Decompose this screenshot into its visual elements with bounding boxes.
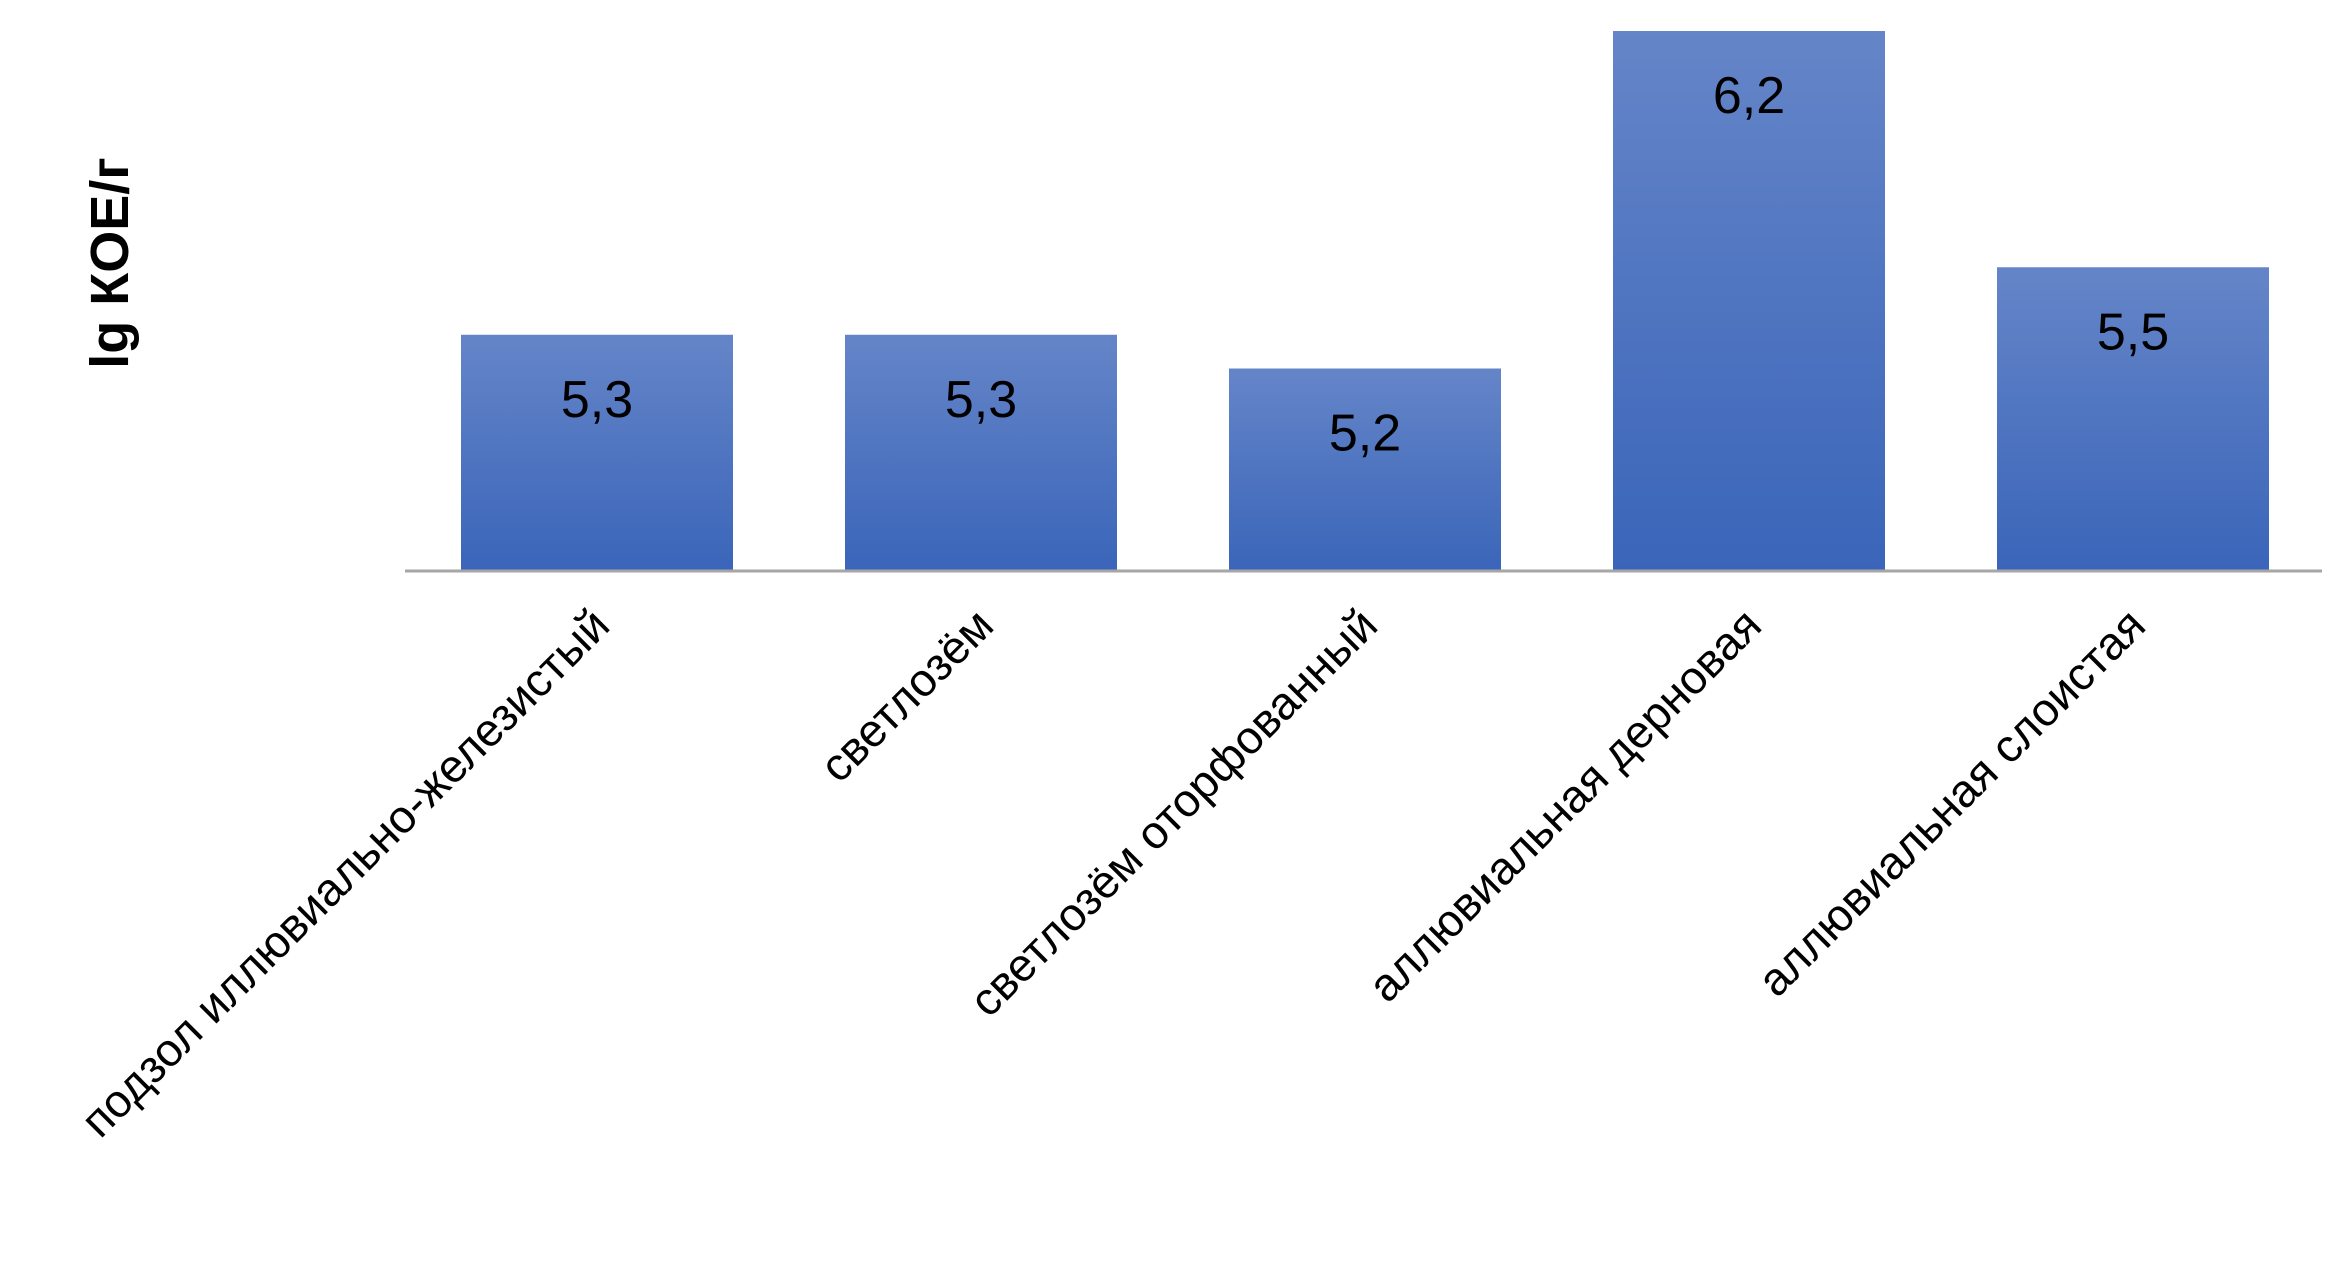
data-label-2: 5,3 [945, 371, 1017, 429]
x-tick-label-1: подзол иллювиально-железистый [71, 598, 619, 1146]
data-label-4: 6,2 [1713, 67, 1785, 125]
x-tick-label-5: аллювиальная слоистая [1747, 598, 2155, 1006]
bar-1 [461, 334, 733, 571]
x-tick-label-4: аллювиальная дерновая [1358, 598, 1771, 1011]
bar-3 [1229, 368, 1501, 571]
bar-5 [1997, 267, 2269, 571]
data-label-5: 5,5 [2097, 303, 2169, 361]
x-tick-label-2: светлозём [809, 598, 1003, 792]
x-tick-label-3: светлозём оторфованный [959, 598, 1387, 1026]
y-axis-title: lg КОЕ/г [80, 157, 140, 368]
bar-2 [845, 334, 1117, 571]
plot-area: 5,3 подзол иллювиально-железистый 5,3 светл… [71, 31, 2269, 1147]
bar-4 [1613, 31, 1885, 571]
data-label-3: 5,2 [1329, 405, 1401, 463]
data-label-1: 5,3 [561, 371, 633, 429]
